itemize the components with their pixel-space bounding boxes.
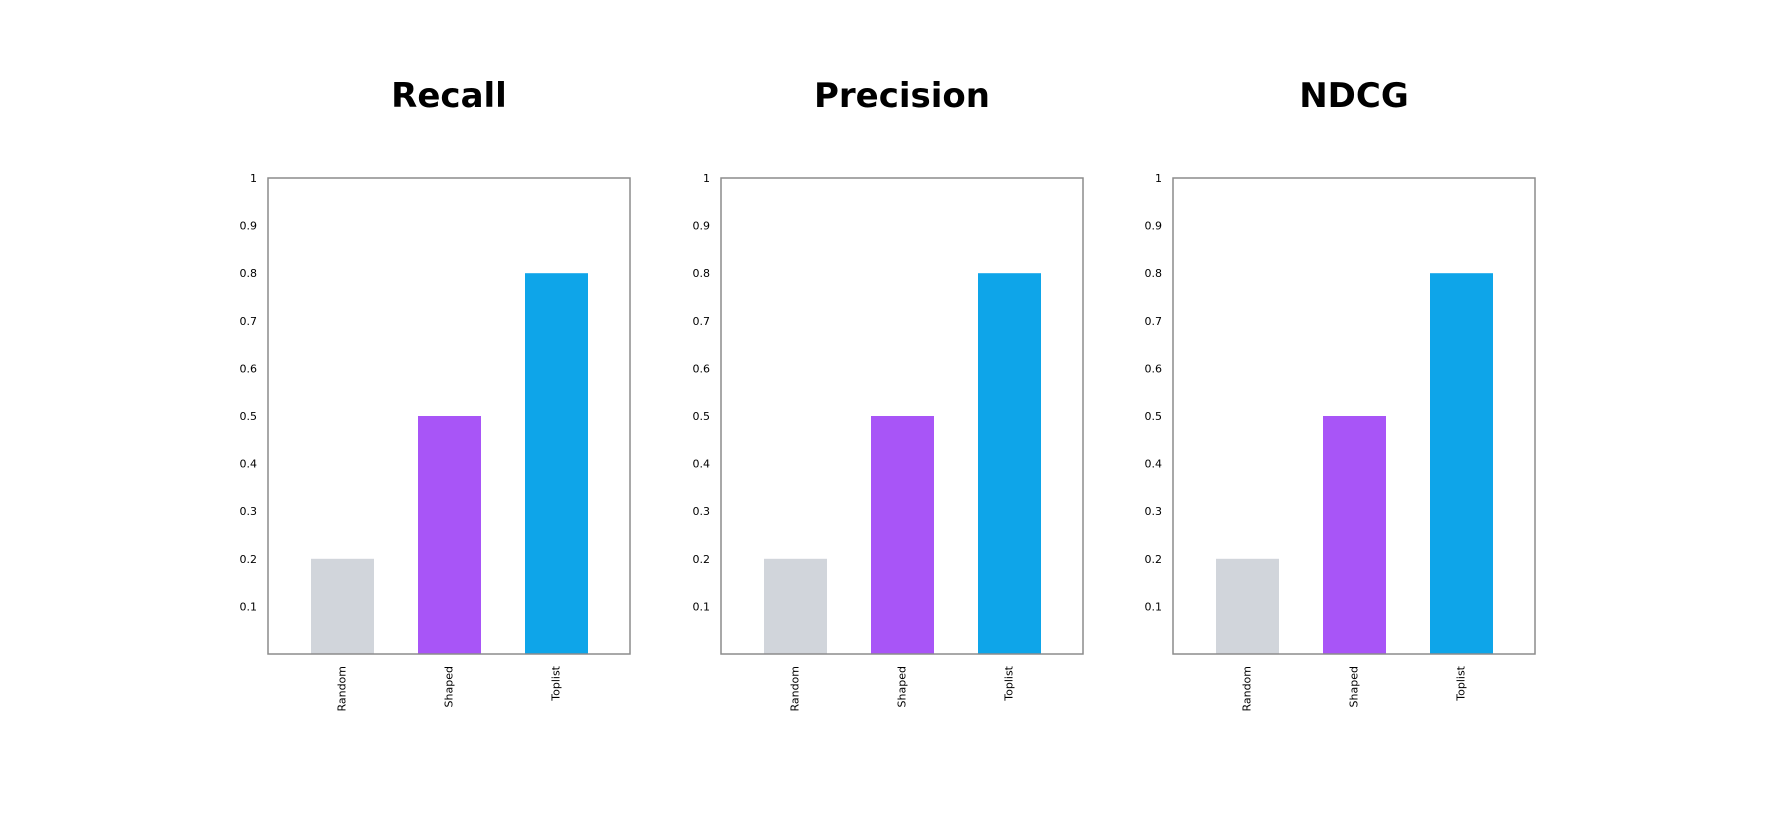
y-tick-label: 0.8 <box>693 267 711 280</box>
y-tick-label: 0.4 <box>693 458 711 471</box>
y-tick-label: 1 <box>250 172 257 185</box>
y-tick-label: 1 <box>703 172 710 185</box>
y-tick-label: 0.4 <box>1145 458 1163 471</box>
y-tick-label: 0.5 <box>693 410 711 423</box>
bar-random <box>764 558 827 654</box>
x-category-label: Random <box>789 666 802 712</box>
chart-0: Recall 0.1 0.2 0.3 0.4 0.5 0.6 0.7 0.8 0.9 1 Random… <box>240 76 631 712</box>
bar-toplist <box>525 273 588 654</box>
y-tick-label: 0.7 <box>693 315 711 328</box>
plot-frame <box>720 177 1084 655</box>
y-tick-label: 0.7 <box>240 315 258 328</box>
x-category-label: Toplist <box>1003 665 1016 701</box>
plot-frame <box>1172 177 1536 655</box>
y-tick-label: 0.3 <box>1145 505 1163 518</box>
x-category-label: Shaped <box>443 666 456 707</box>
y-tick-label: 0.6 <box>693 362 711 375</box>
x-category-label: Toplist <box>550 665 563 701</box>
y-tick-label: 0.6 <box>1145 362 1163 375</box>
x-category-label: Shaped <box>896 666 909 707</box>
bar-toplist <box>978 273 1041 654</box>
chart-1: Precision 0.1 0.2 0.3 0.4 0.5 0.6 0.7 0.8 0.9 1 Ran… <box>693 76 1084 712</box>
y-tick-label: 0.2 <box>693 553 711 566</box>
y-tick-label: 0.2 <box>240 553 258 566</box>
bar-shaped <box>1323 416 1386 654</box>
y-tick-label: 0.9 <box>693 220 711 233</box>
y-tick-label: 0.3 <box>693 505 711 518</box>
y-tick-label: 0.7 <box>1145 315 1163 328</box>
bar-shaped <box>871 416 934 654</box>
y-tick-label: 0.1 <box>693 600 711 613</box>
y-tick-label: 0.5 <box>1145 410 1163 423</box>
bar-toplist <box>1430 273 1493 654</box>
y-tick-label: 0.6 <box>240 362 258 375</box>
y-tick-label: 1 <box>1155 172 1162 185</box>
bar-random <box>1216 558 1279 654</box>
y-tick-label: 0.9 <box>240 220 258 233</box>
x-category-label: Random <box>1241 666 1254 712</box>
bar-random <box>311 558 374 654</box>
x-category-label: Toplist <box>1455 665 1468 701</box>
y-tick-label: 0.8 <box>1145 267 1163 280</box>
x-category-label: Shaped <box>1348 666 1361 707</box>
chart-2: NDCG 0.1 0.2 0.3 0.4 0.5 0.6 0.7 0.8 0.9 1 Random Sh… <box>1145 76 1536 712</box>
y-tick-label: 0.2 <box>1145 553 1163 566</box>
y-tick-label: 0.1 <box>1145 600 1163 613</box>
bar-shaped <box>418 416 481 654</box>
y-tick-label: 0.5 <box>240 410 258 423</box>
chart-title: NDCG <box>1299 76 1409 116</box>
y-tick-label: 0.4 <box>240 458 258 471</box>
chart-title: Recall <box>391 76 507 116</box>
plot-frame <box>267 177 631 655</box>
x-category-label: Random <box>336 666 349 712</box>
y-tick-label: 0.1 <box>240 600 258 613</box>
y-tick-label: 0.8 <box>240 267 258 280</box>
chart-title: Precision <box>814 76 990 116</box>
y-tick-label: 0.3 <box>240 505 258 518</box>
y-tick-label: 0.9 <box>1145 220 1163 233</box>
